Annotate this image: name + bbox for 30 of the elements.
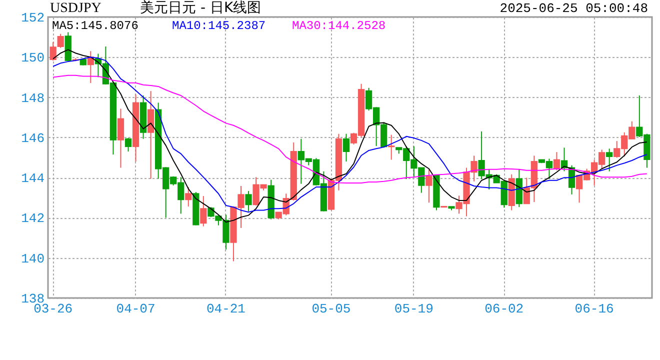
y-tick-label: 152 [21,10,44,26]
candlestick [117,108,124,168]
x-tick-label: 05-19 [394,302,434,316]
candlestick [200,196,207,227]
candlestick [185,186,192,207]
x-tick-label: 06-16 [574,302,614,316]
x-tick-label: 06-02 [484,302,524,316]
candlestick [426,168,432,204]
x-tick-label: 05-05 [312,302,351,316]
candlestick [245,190,252,212]
series-label: MA5:145.8076 [52,19,138,33]
chart-subtitle: USDJPY [50,1,102,16]
y-tick-label: 146 [21,130,44,146]
candlestick [147,90,154,180]
candlestick [553,152,560,171]
chart-title: 美元日元 - 日K线图 [140,0,262,16]
x-tick-label: 04-07 [116,302,156,316]
text: MA30:144.2528 [292,19,386,33]
y-tick-label: 150 [21,50,44,66]
y-tick-label: 142 [21,211,44,226]
candlestick [388,134,395,160]
y-tick-label: 148 [21,90,44,106]
y-tick-label: 144 [21,171,45,186]
text: 2025-06-25 05:00:48 [500,1,648,16]
candlestick [342,133,350,162]
x-tick-label: 04-21 [206,302,246,316]
candlestick [124,137,132,152]
text: MA10:145.2387 [172,19,266,33]
y-tick-label: 140 [21,251,44,266]
candlestick [606,148,613,172]
